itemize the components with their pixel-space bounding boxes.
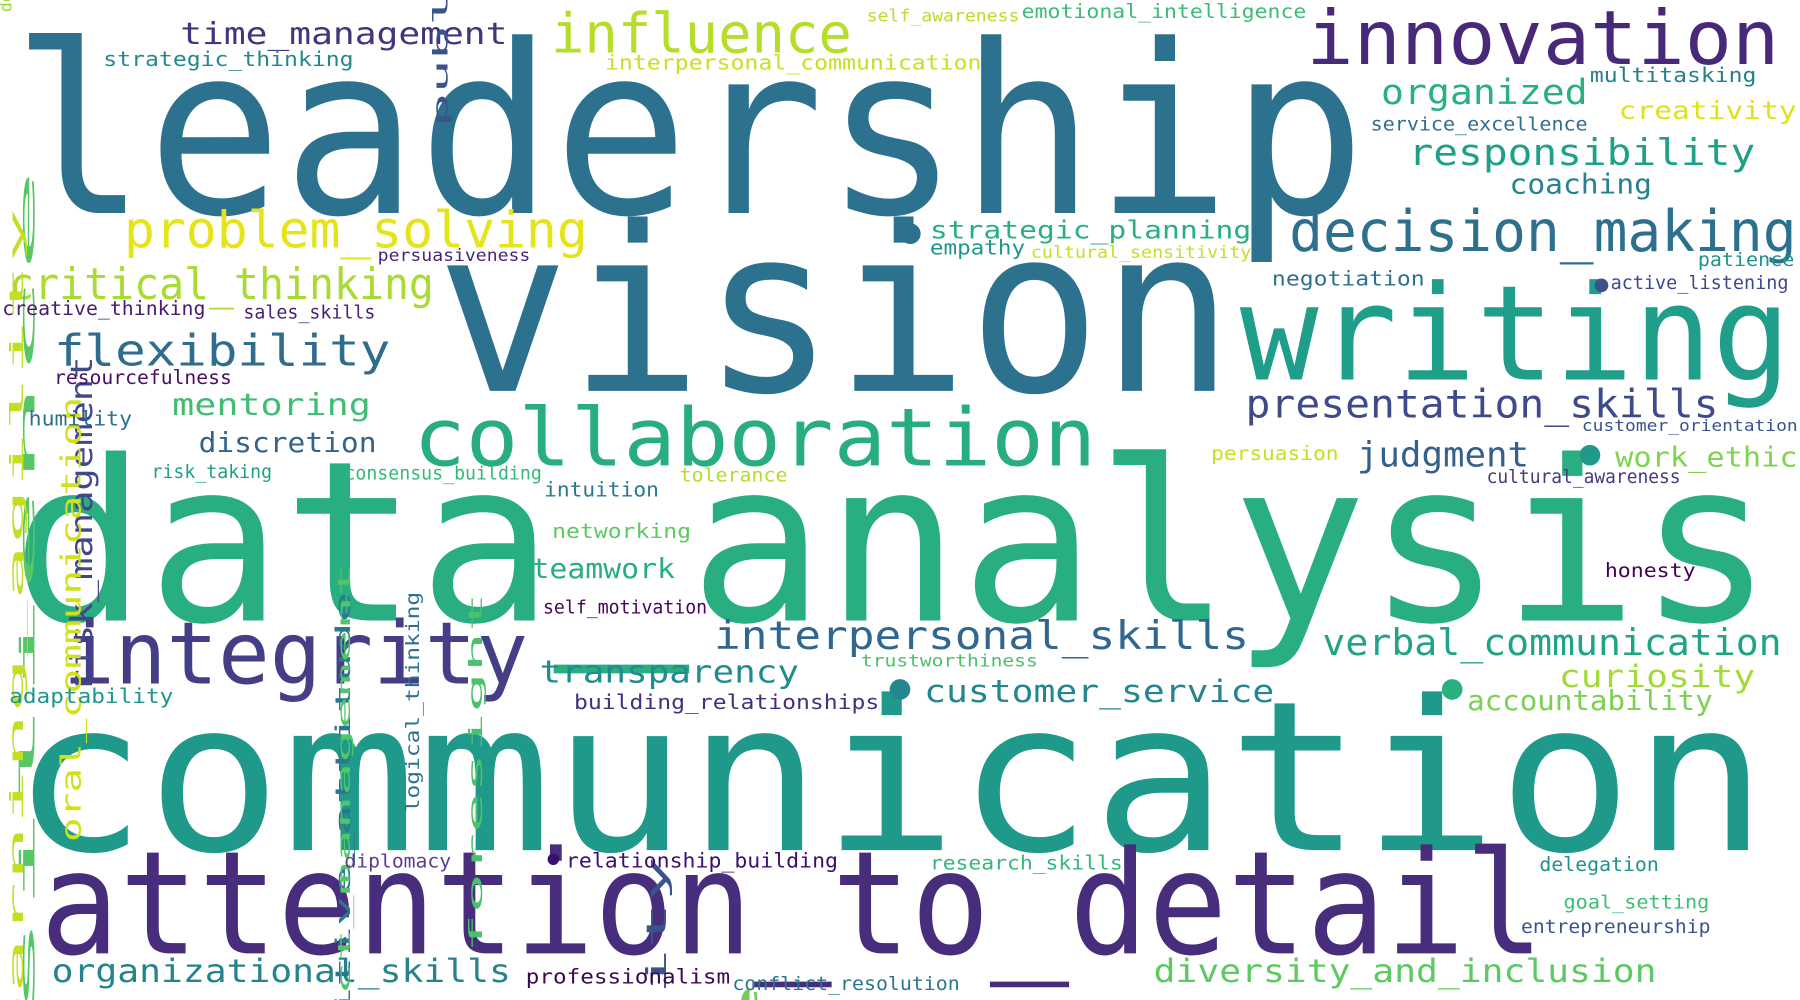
word-accountability: accountability — [1467, 685, 1713, 717]
word-goal-setting: goal_setting — [1564, 893, 1710, 914]
word-diplomacy: diplomacy — [344, 851, 451, 872]
word-diversity-and-inclusion: diversity_and_inclusion — [1154, 952, 1657, 990]
word-customer-service: customer_service — [924, 674, 1274, 710]
word-entrepreneurship: entrepreneurship — [1521, 917, 1710, 938]
word-intuition: intuition — [544, 478, 659, 502]
word-self-awareness: self_awareness — [867, 6, 1020, 26]
word-teamwork: teamwork — [532, 553, 676, 585]
word-presentation-skills: presentation_skills — [1246, 382, 1719, 427]
word-consensus-building: consensus_building — [344, 463, 541, 484]
word-conflict-management: conflict_management — [335, 563, 355, 1000]
word-responsibility: responsibility — [1409, 131, 1756, 174]
dot-mark — [1594, 278, 1609, 293]
word-logical-thinking: logical_thinking — [403, 592, 424, 812]
word-cultural-awareness: cultural_awareness — [1487, 467, 1681, 488]
dot-mark — [1579, 444, 1601, 466]
word-organizational-skills: organizational_skills — [52, 952, 511, 990]
word-risk-taking: risk_taking — [152, 462, 273, 483]
word-resilience: resilience — [15, 167, 39, 1000]
word-verbal-communication: verbal_communication — [1322, 621, 1781, 665]
word-customer-orientation: customer_orientation — [1582, 416, 1798, 435]
word-problem-solving: problem_solving — [124, 200, 588, 259]
word-judgment: judgment — [1357, 436, 1529, 476]
word-time-management: time_management — [180, 17, 507, 52]
word-patience: patience — [1698, 250, 1794, 271]
word-oral-communication: oral_communication — [55, 397, 88, 842]
word-creativity: creativity — [1619, 96, 1797, 125]
word-relationship-building: relationship_building — [566, 848, 838, 872]
word-building-relationships: building_relationships — [574, 690, 879, 714]
word-trustworthiness: trustworthiness — [861, 651, 1038, 671]
word-persuasion: persuasion — [1211, 442, 1338, 465]
word-attention-to-detail: attention_to_detail — [40, 820, 1544, 987]
word-leadership: leadership — [11, 0, 1366, 269]
word-reliability: reliability — [641, 856, 673, 1000]
word-delegation: delegation — [1539, 853, 1658, 876]
word-organized: organized — [1381, 73, 1588, 113]
word-decision-making: decision_making — [1289, 198, 1796, 265]
dot-mark — [889, 679, 911, 700]
word-discretion: discretion — [199, 427, 377, 459]
word-empathy: empathy — [930, 235, 1025, 259]
word-self-motivation: self_motivation — [543, 598, 707, 619]
word-vision: vision — [436, 179, 1234, 446]
word-mentoring: mentoring — [172, 388, 371, 423]
word-active-listening: active_listening — [1611, 273, 1789, 294]
word-initiative: initiative — [728, 982, 766, 1000]
word-strategic-planning: strategic_planning — [930, 215, 1251, 244]
word-critical-thinking: critical_thinking — [9, 260, 434, 310]
word-multitasking: multitasking — [1590, 63, 1756, 87]
word-adaptability: adaptability — [9, 684, 173, 708]
word-interpersonal-skills: interpersonal_skills — [714, 614, 1249, 659]
word-humility: humility — [29, 406, 132, 430]
word-strategic-thinking: strategic_thinking — [103, 47, 353, 71]
word-public-speaking: public_speaking — [429, 0, 453, 127]
word-service-excellence: service_excellence — [1371, 114, 1588, 135]
word-coaching: coaching — [1510, 168, 1652, 200]
word-negotiation: negotiation — [1272, 266, 1425, 290]
word-data-analysis: data_analysis — [11, 413, 1773, 674]
word-interpersonal-communication: interpersonal_communication — [605, 51, 982, 75]
word-cultural-sensitivity: cultural_sensitivity — [1031, 243, 1251, 263]
dot-mark — [1441, 679, 1463, 700]
word-positive-attitude: positive_attitude — [331, 592, 355, 1000]
word-flexibility: flexibility — [54, 327, 390, 377]
word-influence: influence — [551, 1, 852, 65]
word-foresight: foresight — [466, 592, 487, 954]
word-innovation: innovation — [1306, 0, 1779, 82]
word-tolerance: tolerance — [680, 466, 788, 487]
word-collaboration: collaboration — [413, 391, 1096, 485]
word-writing: writing — [1240, 257, 1791, 411]
word-creative-thinking: creative_thinking — [2, 297, 205, 320]
word-emotional-intelligence: emotional_intelligence — [1022, 0, 1307, 23]
word-networking: networking — [552, 519, 691, 543]
word-persuasiveness: persuasiveness — [378, 246, 531, 266]
word-learning-agility: learning_agility — [7, 207, 28, 1000]
word-communication: communication — [11, 657, 1767, 900]
word-honesty: honesty — [1605, 559, 1696, 582]
word-detail-orientation: detail_orientation — [0, 0, 16, 12]
word-professionalism: professionalism — [526, 964, 730, 988]
word-resourcefulness: resourcefulness — [54, 366, 232, 389]
dot-mark — [900, 223, 921, 245]
dot-mark — [547, 853, 560, 866]
word-research-skills: research_skills — [930, 852, 1123, 875]
word-risk-management: risk_management — [65, 357, 100, 692]
word-sales-skills: sales_skills — [243, 303, 375, 324]
word-work-ethic: work_ethic — [1615, 442, 1798, 475]
word-conflict-resolution: conflict_resolution — [732, 974, 959, 995]
word-integrity: integrity — [63, 605, 528, 705]
word-transparency: transparency — [540, 655, 799, 691]
word-curiosity: curiosity — [1559, 659, 1755, 695]
